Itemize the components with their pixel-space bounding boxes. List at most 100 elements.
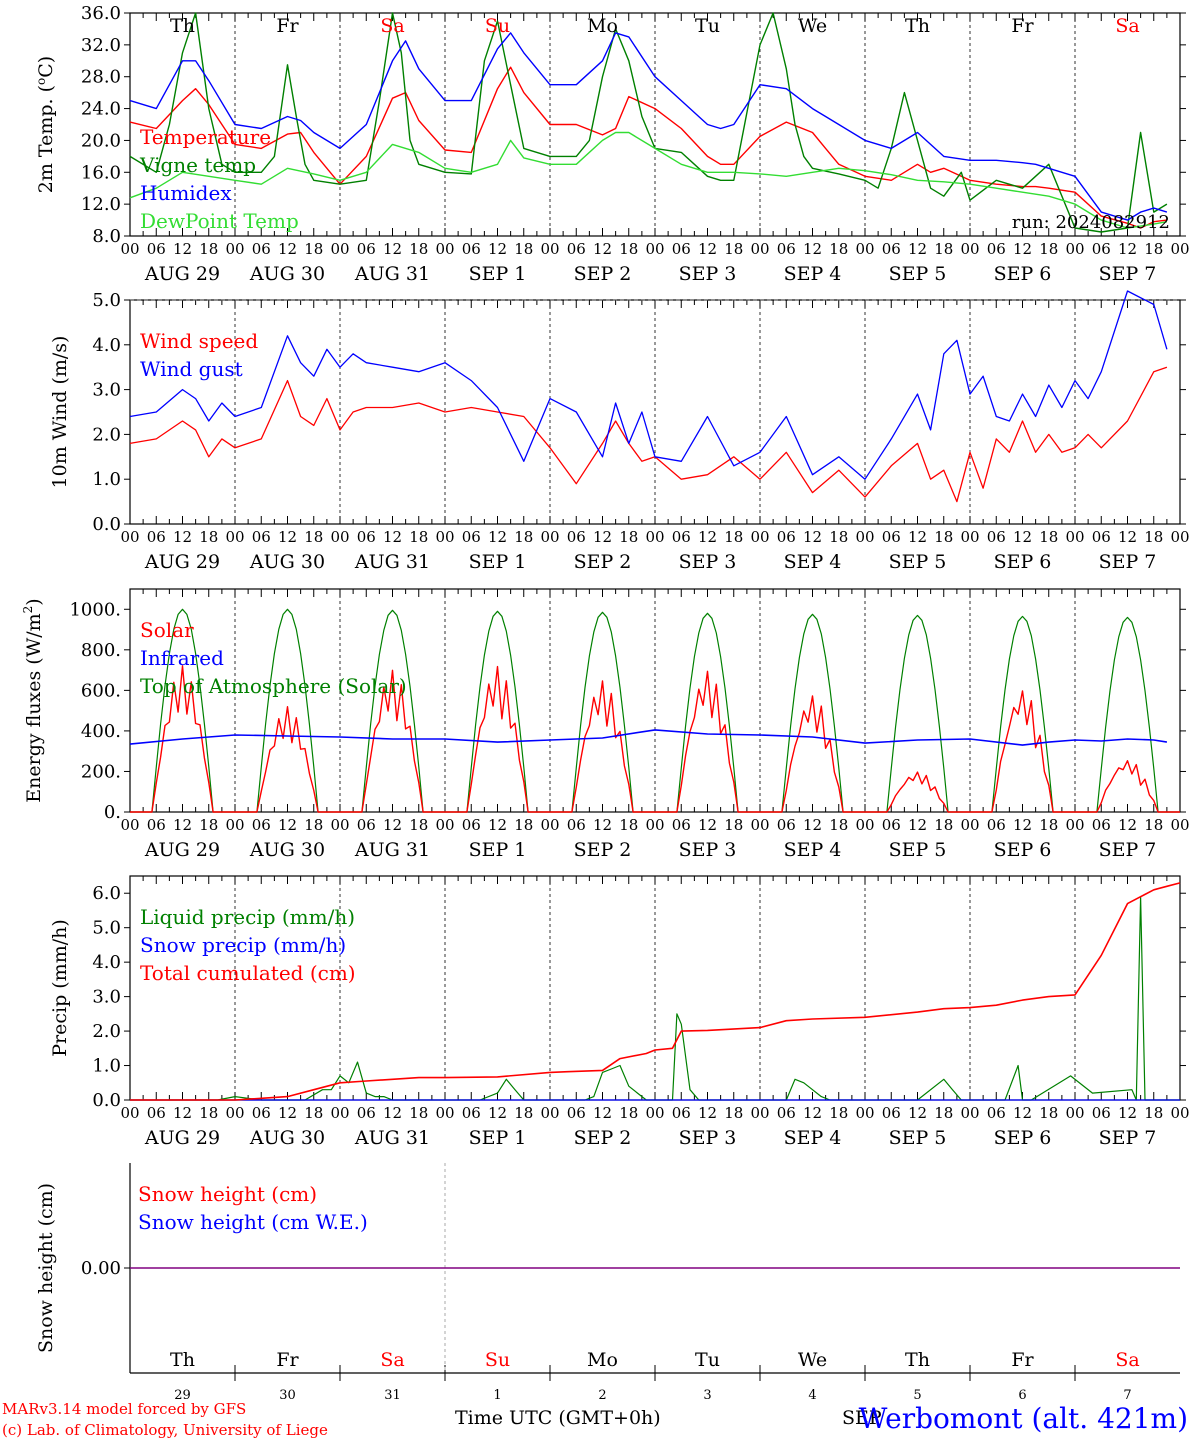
day-number: 7 xyxy=(1123,1388,1131,1403)
hour-label: 00 xyxy=(225,240,244,258)
hour-label: 18 xyxy=(199,528,218,546)
hour-label: 12 xyxy=(488,816,507,834)
hour-label: 06 xyxy=(777,816,796,834)
weekday-label: Tu xyxy=(695,15,720,37)
hour-label: 18 xyxy=(724,528,743,546)
weekday-label: Th xyxy=(905,15,930,37)
legend-entry: Liquid precip (mm/h) xyxy=(140,905,355,929)
date-label: SEP 6 xyxy=(994,551,1052,573)
overlap-label: SEP xyxy=(842,1407,882,1429)
y-axis-label-unit: C) xyxy=(35,56,57,78)
hour-label: 18 xyxy=(619,1104,638,1122)
y-tick-label: 16.0 xyxy=(81,162,121,183)
hour-label: 00 xyxy=(540,1104,559,1122)
hour-label: 00 xyxy=(960,1104,979,1122)
y-tick-label: 24.0 xyxy=(81,99,121,120)
weekday-label: Fr xyxy=(1011,1349,1034,1371)
hour-label: 00 xyxy=(855,1104,874,1122)
series-total-cumulated xyxy=(130,882,1181,1101)
y-tick-label: 200. xyxy=(81,761,121,782)
legend-entry: Snow precip (mm/h) xyxy=(140,933,346,957)
date-label: SEP 6 xyxy=(994,839,1052,861)
hour-label: 06 xyxy=(882,528,901,546)
hour-label: 00 xyxy=(1170,240,1189,258)
hour-label: 18 xyxy=(199,240,218,258)
hour-label: 00 xyxy=(750,528,769,546)
hour-label: 18 xyxy=(1144,528,1163,546)
legend-entry: Vigne temp xyxy=(139,153,256,177)
hour-label: 12 xyxy=(1118,240,1137,258)
hour-label: 00 xyxy=(1170,528,1189,546)
hour-label: 06 xyxy=(567,528,586,546)
weekday-label: Su xyxy=(485,1349,510,1371)
hour-label: 12 xyxy=(1118,816,1137,834)
hour-label: 00 xyxy=(540,816,559,834)
date-label: SEP 4 xyxy=(784,263,842,285)
y-tick-label: 4.0 xyxy=(92,335,121,356)
hour-label: 18 xyxy=(724,240,743,258)
hour-label: 06 xyxy=(672,1104,691,1122)
legend-entry: Solar xyxy=(140,618,194,642)
hour-label: 06 xyxy=(777,1104,796,1122)
hour-label: 18 xyxy=(934,240,953,258)
hour-label: 12 xyxy=(383,528,402,546)
weekday-label: Fr xyxy=(276,15,299,37)
y-tick-label: 20.0 xyxy=(81,130,121,151)
hour-label: 00 xyxy=(330,528,349,546)
hour-label: 12 xyxy=(383,240,402,258)
hour-label: 18 xyxy=(1144,816,1163,834)
date-label: AUG 30 xyxy=(249,839,325,861)
hour-label: 12 xyxy=(593,1104,612,1122)
hour-label: 12 xyxy=(908,240,927,258)
day-number: 30 xyxy=(279,1388,296,1403)
hour-label: 00 xyxy=(120,240,139,258)
hour-label: 12 xyxy=(803,816,822,834)
hour-label: 00 xyxy=(960,240,979,258)
y-tick-label: 400. xyxy=(81,721,121,742)
date-label: SEP 5 xyxy=(889,551,947,573)
hour-label: 00 xyxy=(540,240,559,258)
y-tick-label: 0.00 xyxy=(81,1258,121,1279)
day-number: 1 xyxy=(493,1388,501,1403)
day-number: 5 xyxy=(913,1388,921,1403)
date-label: SEP 6 xyxy=(994,1127,1052,1149)
date-label: SEP 3 xyxy=(679,263,737,285)
hour-label: 18 xyxy=(514,1104,533,1122)
weekday-label: Mo xyxy=(587,1349,618,1371)
y-tick-label: 0.0 xyxy=(92,1090,121,1111)
hour-label: 18 xyxy=(1144,240,1163,258)
hour-label: 00 xyxy=(1065,528,1084,546)
date-label: SEP 7 xyxy=(1099,1127,1157,1149)
hour-label: 12 xyxy=(803,528,822,546)
hour-label: 18 xyxy=(829,528,848,546)
legend-entry: Wind gust xyxy=(140,357,243,381)
y-axis-label: Snow height (cm) xyxy=(35,1183,57,1353)
hour-label: 12 xyxy=(803,240,822,258)
hour-label: 18 xyxy=(1039,240,1058,258)
date-label: SEP 4 xyxy=(784,839,842,861)
day-number: 4 xyxy=(808,1388,816,1403)
hour-label: 06 xyxy=(987,528,1006,546)
day-number: 2 xyxy=(598,1388,606,1403)
hour-label: 18 xyxy=(514,528,533,546)
degree-mark: o xyxy=(34,78,48,85)
run-label: run: 2024082912 xyxy=(1012,212,1170,233)
hour-label: 00 xyxy=(645,528,664,546)
hour-label: 12 xyxy=(1118,1104,1137,1122)
hour-label: 06 xyxy=(462,816,481,834)
hour-label: 00 xyxy=(750,816,769,834)
y-tick-label: 1.0 xyxy=(92,1056,121,1077)
hour-label: 00 xyxy=(960,528,979,546)
y-axis-label-main: Energy fluxes (W/m xyxy=(23,613,45,802)
hour-label: 06 xyxy=(1092,528,1111,546)
hour-label: 06 xyxy=(357,528,376,546)
hour-label: 12 xyxy=(593,528,612,546)
y-axis-label-main: 2m Temp. ( xyxy=(35,85,57,193)
series-solar xyxy=(130,665,1180,813)
panel-frame xyxy=(129,299,1181,525)
hour-label: 00 xyxy=(330,1104,349,1122)
hour-label: 00 xyxy=(435,240,454,258)
date-label: SEP 2 xyxy=(574,263,632,285)
hour-label: 06 xyxy=(147,528,166,546)
y-axis-label-sup: 2 xyxy=(21,606,35,614)
